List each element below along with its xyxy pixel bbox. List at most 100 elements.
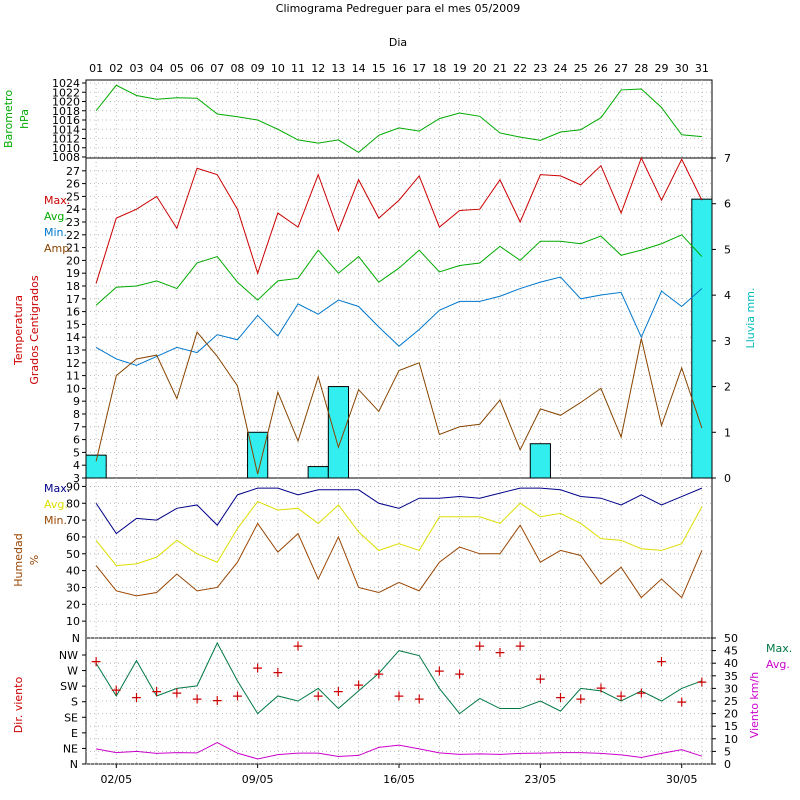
barometer-tick-label: 1012 — [52, 133, 80, 146]
wind-direction-label-ne: NE — [63, 742, 78, 755]
humidity-ylabel: Humedad — [12, 533, 25, 586]
humidity-tick-label: 10 — [66, 615, 80, 628]
wind-direction-mark-11: + — [292, 639, 304, 655]
temperature-tick-label: 4 — [73, 459, 80, 472]
temperature-ylabel: Temperatura — [12, 295, 25, 366]
wind-direction-mark-05: + — [171, 685, 183, 701]
wind-direction-mark-14: + — [353, 678, 365, 694]
rain-bar-13 — [327, 386, 350, 479]
wind-legend: Max. Avg. — [766, 642, 792, 671]
wind-direction-label-s: S — [71, 696, 78, 709]
rain-bar-01 — [85, 454, 107, 479]
date-tick-label-09-05: 09/05 — [242, 773, 274, 786]
wind-direction-mark-22: + — [514, 639, 526, 655]
day-label-04: 04 — [150, 62, 164, 75]
day-label-18: 18 — [432, 62, 446, 75]
wind-direction-label-e: E — [71, 727, 78, 740]
wind-speed-tick-label: 35 — [724, 670, 738, 683]
temperature-tick-label: 22 — [66, 229, 80, 242]
humidity-unit: % — [28, 555, 41, 565]
temperature-tick-label: 13 — [66, 344, 80, 357]
barometer-line — [95, 84, 702, 153]
wind-direction-label-nw: NW — [59, 649, 78, 662]
humidity-tick-label: 30 — [66, 581, 80, 594]
rain-tick-label: 2 — [724, 381, 731, 394]
temperature-legend-avg: Avg. — [44, 210, 68, 223]
temperature-tick-label: 14 — [66, 331, 80, 344]
barometer-tick-label: 1018 — [52, 105, 80, 118]
rain-tick-label: 0 — [724, 472, 731, 485]
date-ticks: 02/05 09/05 16/05 23/05 30/05 — [100, 764, 698, 786]
wind-direction-mark-24: + — [555, 690, 567, 706]
temperature-tick-label: 6 — [73, 434, 80, 447]
wind-speed-tick-label: 30 — [724, 682, 738, 695]
wind-direction-mark-27: + — [615, 688, 627, 704]
day-label-12: 12 — [311, 62, 325, 75]
wind-direction-mark-21: + — [494, 645, 506, 661]
humidity-tick-label: 80 — [66, 497, 80, 510]
temperature-tick-label: 12 — [66, 357, 80, 370]
wind-direction-label-w: W — [67, 665, 78, 678]
day-label-28: 28 — [634, 62, 648, 75]
wind-speed-tick-label: 0 — [724, 758, 731, 771]
barometer-lines — [95, 84, 702, 153]
humidity-legend-avg: Avg. — [44, 498, 68, 511]
wind-direction-mark-16: + — [393, 688, 405, 704]
temperature-tick-label: 9 — [73, 395, 80, 408]
humidity-line-min — [95, 522, 703, 599]
chart-title: Climograma Pedreguer para el mes 05/2009 — [276, 2, 520, 15]
date-tick-label-16-05: 16/05 — [383, 773, 415, 786]
temperature-tick-label: 11 — [66, 370, 80, 383]
rain-tick-label: 5 — [724, 243, 731, 256]
rain-bar-12 — [307, 466, 329, 479]
wind-direction-mark-04: + — [151, 684, 163, 700]
rain-tick-label: 7 — [724, 152, 731, 165]
temperature-tick-label: 21 — [66, 242, 80, 255]
wind-direction-label-n: N — [70, 758, 78, 771]
temperature-tick-label: 25 — [66, 190, 80, 203]
day-label-02: 02 — [109, 62, 123, 75]
day-label-14: 14 — [352, 62, 366, 75]
day-label-26: 26 — [594, 62, 608, 75]
rain-tick-label: 1 — [724, 426, 731, 439]
temperature-tick-label: 10 — [66, 382, 80, 395]
temperature-tick-label: 17 — [66, 293, 80, 306]
day-label-20: 20 — [473, 62, 487, 75]
temperature-legend: Max. Avg. Min. Amp. — [44, 194, 73, 255]
day-label-21: 21 — [493, 62, 507, 75]
wind-direction-mark-02: + — [110, 682, 122, 698]
barometer-tick-label: 1022 — [52, 86, 80, 99]
temperature-tick-label: 23 — [66, 216, 80, 229]
wind-speed-tick-label: 40 — [724, 657, 738, 670]
day-label-11: 11 — [291, 62, 305, 75]
wind-speed-tick-label: 20 — [724, 708, 738, 721]
humidity-panel: 10 20 30 40 50 60 70 80 90 N Max. Avg. Min. Humedad… — [12, 477, 713, 645]
temperature-ylabel-units: Grados Centigrados — [28, 275, 41, 384]
rain-axis: 0 1 2 3 4 5 6 7 — [712, 152, 731, 485]
wind-legend-avg: Avg. — [766, 658, 790, 671]
humidity-tick-label: 60 — [66, 531, 80, 544]
temperature-tick-label: 8 — [73, 408, 80, 421]
rain-ylabel: Lluvia mm. — [744, 288, 757, 349]
temperature-line-avg — [95, 234, 703, 306]
barometer-unit: hPa — [18, 109, 31, 129]
wind-direction-mark-17: + — [413, 692, 425, 708]
wind-direction-label-sw: SW — [60, 680, 78, 693]
barometer-frame — [85, 79, 713, 159]
humidity-legend: Max. Avg. Min. — [44, 482, 70, 527]
temperature-tick-label: 5 — [73, 446, 80, 459]
barometer-tick-label: 1024 — [52, 77, 80, 90]
temperature-tick-label: 24 — [66, 203, 80, 216]
wind-line-max — [95, 641, 703, 715]
date-tick-label-23-05: 23/05 — [525, 773, 557, 786]
temperature-line-amp — [95, 331, 703, 475]
temperature-tick-label: 20 — [66, 254, 80, 267]
temperature-tick-label: 27 — [66, 165, 80, 178]
wind-direction-mark-15: + — [373, 667, 385, 683]
day-label-23: 23 — [533, 62, 547, 75]
wind-direction-mark-13: + — [333, 684, 345, 700]
wind-direction-label-se: SE — [64, 711, 78, 724]
wind-direction-mark-26: + — [595, 681, 607, 697]
